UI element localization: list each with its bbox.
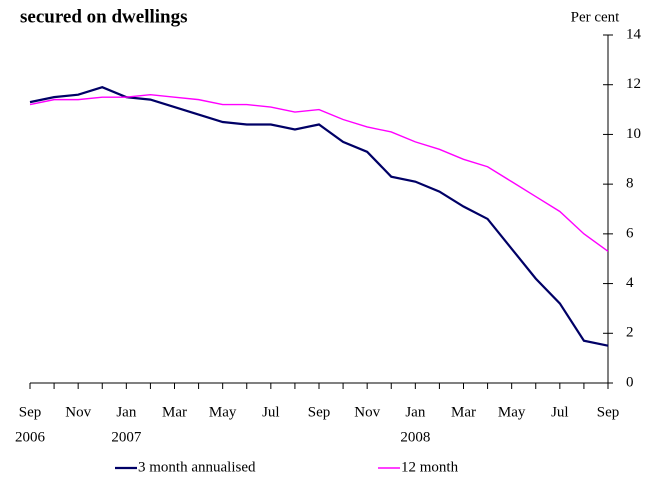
x-tick-label: May: [209, 404, 237, 420]
y-tick-label: 8: [626, 176, 634, 192]
y-tick-label: 12: [626, 76, 641, 92]
x-tick-label: Mar: [162, 404, 187, 420]
y-tick-label: 10: [626, 126, 641, 142]
x-tick-label: Sep: [308, 404, 331, 420]
x-tick-label: Sep: [19, 404, 42, 420]
x-tick-label: Mar: [451, 404, 476, 420]
legend-label: 12 month: [401, 459, 459, 475]
x-year-label: 2008: [400, 429, 430, 445]
x-tick-label: Sep: [597, 404, 620, 420]
y-tick-label: 2: [626, 325, 634, 341]
x-tick-label: Nov: [65, 404, 91, 420]
y-tick-label: 6: [626, 225, 634, 241]
x-tick-label: Jul: [551, 404, 569, 420]
x-tick-label: Jan: [116, 404, 136, 420]
x-tick-label: May: [498, 404, 526, 420]
series-line: [29, 86, 609, 347]
chart-title: secured on dwellings: [20, 6, 188, 27]
x-tick-label: Nov: [354, 404, 380, 420]
y-axis-label: Per cent: [571, 9, 621, 25]
series-line: [29, 93, 609, 252]
x-tick-label: Jul: [262, 404, 280, 420]
y-tick-label: 0: [626, 374, 634, 390]
legend-label: 3 month annualised: [138, 459, 256, 475]
y-tick-label: 4: [626, 275, 634, 291]
x-year-label: 2006: [15, 429, 46, 445]
x-year-label: 2007: [111, 429, 142, 445]
x-tick-label: Jan: [405, 404, 425, 420]
y-tick-label: 14: [626, 26, 642, 42]
